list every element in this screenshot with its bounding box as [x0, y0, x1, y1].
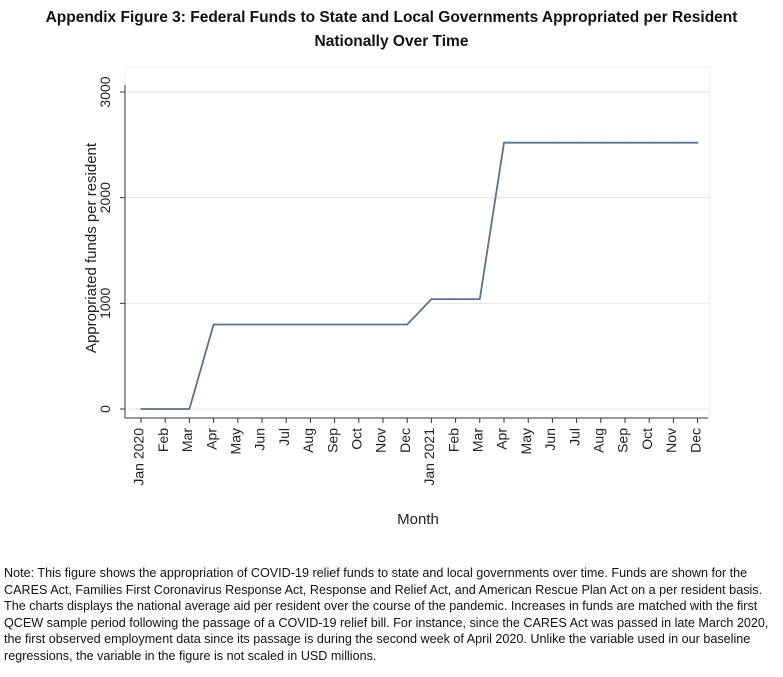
- y-tick-label: 2000: [97, 182, 113, 213]
- axes: [124, 85, 708, 419]
- y-tick-label: 1000: [97, 288, 113, 319]
- x-tick-label: Dec: [397, 428, 413, 453]
- data-point: [237, 323, 239, 326]
- data-point: [430, 298, 433, 300]
- line-chart: 0 1000 2000 3000 Jan 2020 Feb Mar Apr May Jun Jul A…: [83, 66, 711, 528]
- data-point: [212, 323, 215, 326]
- data-point: [309, 323, 312, 326]
- series: [140, 141, 699, 410]
- figure-title-line2: Nationally Over Time: [314, 33, 469, 50]
- data-point: [406, 323, 409, 326]
- data-point: [575, 141, 578, 144]
- x-tick-label: Jan 2021: [421, 428, 437, 486]
- x-tick-label: May: [228, 428, 244, 454]
- x-tick-label: Jun: [542, 428, 558, 451]
- x-tick-label: Dec: [687, 428, 703, 453]
- data-point: [358, 323, 360, 326]
- x-tick-label: Sep: [615, 428, 631, 453]
- figure-note: Note: This figure shows the appropriatio…: [4, 566, 769, 663]
- data-point: [285, 323, 288, 326]
- ticks: 0 1000 2000 3000 Jan 2020 Feb Mar Apr May Jun Jul A…: [97, 76, 703, 485]
- y-tick-label: 0: [97, 405, 113, 413]
- x-tick-label: Nov: [663, 428, 679, 453]
- x-tick-label: Aug: [591, 428, 607, 453]
- gridlines: [124, 66, 711, 419]
- data-point: [527, 141, 529, 144]
- y-tick-label: 3000: [97, 76, 113, 107]
- data-point: [600, 141, 602, 144]
- data-point: [333, 323, 336, 326]
- data-point: [454, 298, 457, 300]
- data-point: [479, 298, 481, 300]
- data-point: [188, 408, 191, 410]
- x-tick-label: Oct: [349, 428, 365, 450]
- figure-title: Appendix Figure 3: Federal Funds to Stat…: [0, 6, 783, 54]
- figure-title-line1: Appendix Figure 3: Federal Funds to Stat…: [45, 9, 738, 26]
- data-point: [503, 141, 505, 144]
- x-tick-label: Feb: [155, 428, 171, 452]
- x-tick-label: Sep: [324, 428, 340, 453]
- x-axis-label: Month: [397, 511, 439, 528]
- data-point: [382, 323, 384, 326]
- series-line: [141, 141, 698, 410]
- x-tick-label: Mar: [470, 428, 486, 452]
- x-tick-label: Oct: [639, 428, 655, 450]
- data-point: [672, 141, 675, 144]
- x-tick-label: Jul: [276, 428, 292, 446]
- x-tick-label: Aug: [300, 428, 316, 453]
- x-tick-label: Feb: [445, 428, 461, 452]
- x-tick-label: Mar: [179, 428, 195, 452]
- data-point: [551, 141, 554, 144]
- data-point: [648, 141, 650, 144]
- x-tick-label: Apr: [494, 428, 510, 450]
- data-point: [164, 408, 166, 410]
- x-tick-label: Nov: [373, 428, 389, 453]
- data-point: [624, 141, 626, 144]
- data-point: [696, 141, 699, 144]
- data-point: [261, 323, 263, 326]
- x-tick-label: Apr: [203, 428, 219, 450]
- x-tick-label: Jul: [566, 428, 582, 446]
- y-axis-label: Appropriated funds per resident: [83, 142, 100, 353]
- x-tick-label: Jan 2020: [131, 428, 147, 486]
- data-point: [140, 408, 142, 410]
- x-tick-label: Jun: [252, 428, 268, 451]
- x-tick-label: May: [518, 428, 534, 454]
- plot-region: [124, 66, 711, 419]
